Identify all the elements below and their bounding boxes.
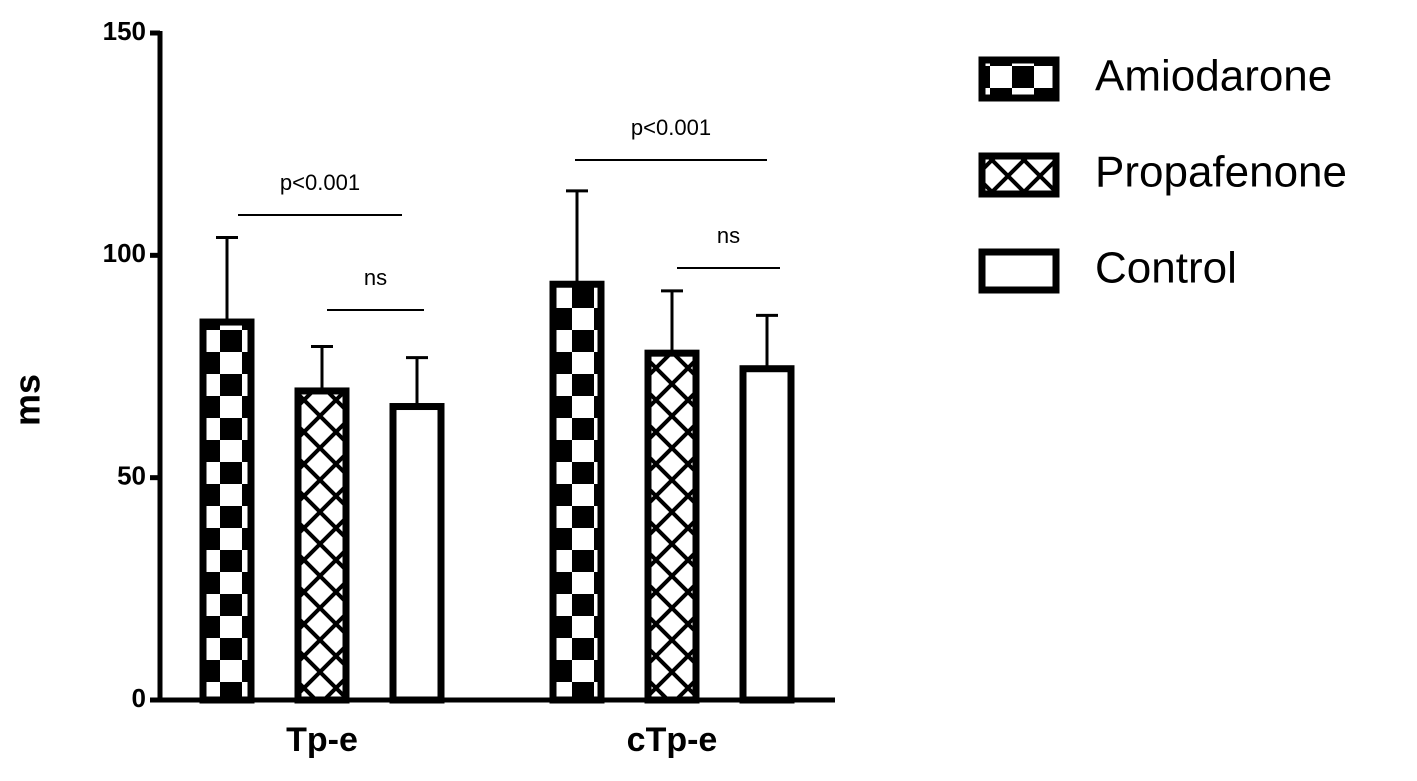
legend-label: Propafenone	[1095, 148, 1347, 197]
y-tick-label: 50	[117, 461, 146, 491]
x-tick-label: Tp-e	[286, 721, 358, 759]
bar	[644, 349, 700, 704]
significance-label: ns	[364, 265, 387, 290]
bar	[549, 280, 605, 704]
legend-label: Control	[1095, 244, 1237, 293]
x-tick-label: cTp-e	[627, 721, 718, 759]
significance-label: p<0.001	[631, 115, 711, 140]
bar	[389, 403, 445, 704]
legend-swatch	[978, 56, 1060, 102]
legend-swatch	[978, 248, 1060, 294]
legend-swatch	[978, 152, 1060, 198]
y-tick-label: 150	[103, 16, 146, 46]
bar	[199, 318, 255, 704]
bar	[739, 365, 795, 704]
y-tick-label: 0	[132, 683, 146, 713]
significance-label: p<0.001	[280, 170, 360, 195]
y-axis-label: ms	[7, 374, 48, 426]
bar	[294, 387, 350, 704]
significance-label: ns	[717, 223, 740, 248]
y-tick-label: 100	[103, 238, 146, 268]
legend-label: Amiodarone	[1095, 52, 1332, 101]
